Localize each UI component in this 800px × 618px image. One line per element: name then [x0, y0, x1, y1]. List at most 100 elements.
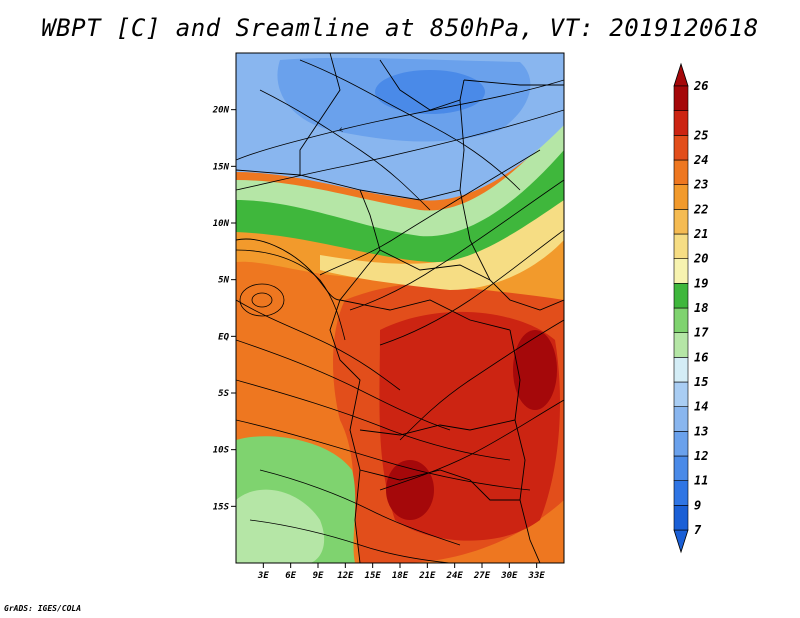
streamline: [236, 79, 564, 161]
colorbar-swatch: [673, 283, 689, 309]
wbpt-light-green-band: [236, 120, 564, 237]
wbpt-field: [236, 53, 564, 563]
lon-tick-label: 21E: [418, 571, 436, 581]
border-line: [379, 59, 461, 111]
border-line: [379, 249, 491, 281]
streamlines: [236, 59, 564, 563]
colorbar-swatch: [673, 209, 689, 235]
lat-tick-label: EQ: [218, 332, 229, 342]
streamline: [249, 519, 451, 563]
lon-tick-label: 33E: [528, 571, 546, 581]
colorbar-swatch: [673, 357, 689, 383]
border-line: [359, 469, 520, 501]
colorbar-label: 17: [694, 326, 709, 340]
streamline: [349, 179, 564, 311]
colorbar-label: 20: [693, 252, 708, 266]
colorbar-label: 11: [694, 474, 708, 488]
colorbar-swatch: [673, 184, 689, 210]
wbpt-cold-core: [375, 70, 485, 114]
colorbar-swatch: [673, 480, 689, 506]
streamline: [399, 319, 564, 441]
colorbar-swatch: [673, 159, 689, 185]
wbpt-green-band: [236, 140, 564, 263]
vortex-circulation: [251, 292, 273, 308]
colorbar-label: 12: [694, 449, 708, 463]
wbpt-dark-spot-east: [513, 330, 557, 410]
colorbar-label: 15: [694, 375, 708, 389]
lon-tick-label: 24E: [446, 571, 464, 581]
border-line: [509, 329, 541, 563]
border-line: [463, 79, 564, 86]
colorbar-label: 24: [693, 153, 708, 167]
streamline: [299, 59, 521, 191]
border-line: [359, 79, 465, 201]
colorbar-swatch: [673, 406, 689, 432]
colorbar-bottom-arrow: [673, 529, 689, 554]
lat-tick-label: 5S: [218, 389, 229, 399]
longitude-axis: 3E 6E 9E 12E 15E 18E 21E 24E 27E 30E 33E: [257, 563, 545, 581]
colorbar-label: 13: [694, 424, 708, 438]
colorbar-swatch: [673, 455, 689, 481]
colorbar-label: 9: [694, 498, 701, 512]
colorbar-label: 7: [694, 523, 702, 537]
colorbar-top-arrow: [673, 62, 689, 87]
colorbar-swatch: [673, 307, 689, 333]
lat-tick-label: 10S: [213, 446, 230, 456]
streamline: [236, 299, 401, 391]
colorbar-label: 21: [693, 227, 708, 241]
colorbar-label: 22: [693, 202, 708, 216]
colorbar-swatch: [673, 332, 689, 358]
vortex-circulation: [239, 283, 285, 317]
colorbar-swatch: [673, 85, 689, 111]
wbpt-yellow-band: [320, 195, 564, 290]
lon-tick-label: 27E: [473, 571, 491, 581]
colorbar-swatch: [673, 381, 689, 407]
colorbar-swatch: [673, 110, 689, 136]
lon-tick-label: 30E: [500, 571, 518, 581]
lon-tick-label: 18E: [392, 571, 409, 581]
country-borders: [236, 53, 564, 563]
streamline: [236, 339, 451, 431]
lat-tick-label: 5N: [218, 276, 229, 286]
border-line: [359, 419, 516, 436]
streamline: [236, 249, 346, 341]
streamline: [259, 89, 431, 211]
streamline: [379, 229, 564, 346]
lat-tick-label: 20N: [212, 106, 230, 116]
lon-tick-label: 12E: [337, 571, 354, 581]
border-line: [236, 169, 381, 563]
border-line: [459, 189, 564, 311]
colorbar-swatch: [673, 135, 689, 161]
colorbar-label: 19: [694, 276, 708, 290]
colorbar-label: 25: [693, 128, 708, 142]
wbpt-south-lightgreen: [236, 489, 325, 563]
lon-tick-label: 15E: [365, 571, 382, 581]
lat-tick-label: 15S: [213, 502, 230, 512]
lon-tick-label: 3E: [257, 571, 269, 581]
streamline: [236, 379, 511, 461]
colorbar-swatch: [673, 505, 689, 531]
border-line: [299, 53, 341, 175]
colorbar: 7 9 11 12 13 14 15 16 17 18 19 20 21 22 23 24 25 26: [673, 62, 709, 554]
chart-title: WBPT [C] and Sreamline at 850hPa, VT: 20…: [41, 14, 759, 42]
border-line: [339, 299, 511, 331]
wbpt-dark-spot: [386, 460, 434, 520]
streamline: [379, 399, 564, 491]
lat-tick-label: 15N: [213, 162, 230, 172]
colorbar-label: 16: [694, 350, 708, 364]
lon-tick-label: 9E: [313, 571, 324, 581]
coastline: [236, 238, 341, 301]
colorbar-label: 23: [693, 178, 708, 192]
streamline: [319, 149, 541, 276]
colorbar-label: 18: [694, 301, 708, 315]
colorbar-label: 26: [693, 79, 708, 93]
streamline: [259, 469, 461, 546]
lon-tick-label: 6E: [285, 571, 296, 581]
colorbar-swatch: [673, 233, 689, 259]
colorbar-swatch: [673, 258, 689, 284]
streamline: [236, 419, 531, 491]
lat-tick-label: 10N: [213, 219, 230, 229]
streamline: [236, 109, 564, 191]
latitude-axis: 20N 15N 10N 5N EQ 5S 10S 15S: [212, 106, 236, 512]
